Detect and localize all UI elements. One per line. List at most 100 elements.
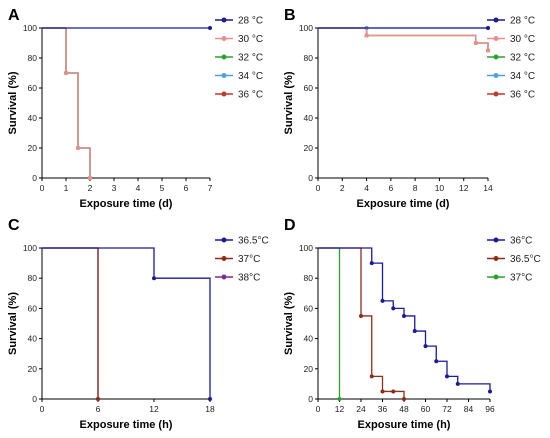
x-tick-label: 5 bbox=[160, 183, 165, 193]
legend-label: 34 °C bbox=[510, 71, 535, 82]
x-tick-label: 24 bbox=[356, 404, 366, 414]
data-point bbox=[208, 26, 212, 30]
x-tick-label: 10 bbox=[435, 183, 445, 193]
y-tick-label: 100 bbox=[23, 243, 37, 253]
x-tick-label: 7 bbox=[208, 183, 213, 193]
panel-letter: B bbox=[284, 7, 296, 24]
legend-marker bbox=[493, 17, 499, 23]
legend-marker bbox=[493, 73, 499, 78]
legend-label: 36.5°C bbox=[238, 236, 269, 247]
panel-letter: D bbox=[284, 217, 296, 234]
data-point bbox=[445, 374, 449, 379]
data-point bbox=[391, 306, 396, 311]
data-point bbox=[64, 71, 68, 75]
legend-marker bbox=[221, 274, 227, 280]
data-point bbox=[364, 33, 369, 38]
x-tick-label: 18 bbox=[205, 404, 215, 414]
x-tick-label: 0 bbox=[316, 404, 321, 414]
x-tick-label: 0 bbox=[316, 183, 321, 193]
legend-marker bbox=[221, 91, 227, 97]
legend-label: 37°C bbox=[238, 254, 260, 265]
x-tick-label: 6 bbox=[184, 183, 189, 193]
y-tick-label: 20 bbox=[28, 364, 38, 374]
y-tick-label: 100 bbox=[23, 23, 37, 33]
x-tick-label: 4 bbox=[136, 183, 141, 193]
data-point bbox=[359, 313, 363, 318]
legend-marker bbox=[493, 274, 499, 280]
y-tick-label: 40 bbox=[28, 334, 38, 344]
y-tick-label: 100 bbox=[299, 243, 313, 253]
data-point bbox=[423, 344, 428, 349]
y-tick-label: 60 bbox=[304, 303, 314, 313]
data-point bbox=[455, 381, 460, 386]
data-point bbox=[96, 397, 100, 401]
y-tick-label: 0 bbox=[308, 173, 313, 183]
legend-marker bbox=[221, 256, 227, 261]
data-point bbox=[369, 261, 374, 266]
x-axis-title: Exposure time (h) bbox=[80, 419, 173, 431]
x-axis-title: Exposure time (d) bbox=[357, 198, 450, 210]
y-tick-label: 0 bbox=[32, 173, 37, 183]
x-axis-title: Exposure time (d) bbox=[80, 198, 173, 210]
data-point bbox=[488, 389, 492, 394]
y-axis-title: Survival (%) bbox=[7, 71, 19, 134]
x-tick-label: 60 bbox=[421, 404, 431, 414]
y-tick-label: 60 bbox=[304, 83, 314, 93]
x-tick-label: 2 bbox=[88, 183, 93, 193]
x-tick-label: 4 bbox=[364, 183, 369, 193]
data-point bbox=[402, 397, 406, 401]
x-tick-label: 6 bbox=[388, 183, 393, 193]
y-tick-label: 0 bbox=[308, 394, 313, 404]
data-point bbox=[412, 329, 417, 334]
data-point bbox=[473, 41, 478, 45]
series-line bbox=[318, 247, 491, 392]
x-tick-label: 0 bbox=[40, 404, 45, 414]
series-line bbox=[318, 27, 489, 51]
y-tick-label: 80 bbox=[304, 53, 314, 63]
series-line bbox=[42, 247, 99, 399]
series-line bbox=[318, 247, 341, 399]
legend-marker bbox=[221, 36, 227, 41]
data-point bbox=[88, 176, 92, 180]
x-tick-label: 36 bbox=[378, 404, 388, 414]
x-tick-label: 12 bbox=[459, 183, 469, 193]
x-tick-label: 3 bbox=[112, 183, 117, 193]
y-tick-label: 20 bbox=[304, 143, 314, 153]
y-tick-label: 20 bbox=[28, 143, 38, 153]
legend-label: 36 °C bbox=[238, 90, 263, 101]
x-axis-title: Exposure time (h) bbox=[358, 419, 451, 431]
y-tick-label: 100 bbox=[299, 23, 313, 33]
x-tick-label: 6 bbox=[96, 404, 101, 414]
data-point bbox=[486, 26, 490, 30]
y-axis-title: Survival (%) bbox=[7, 292, 19, 355]
y-tick-label: 20 bbox=[304, 364, 314, 374]
series-line bbox=[42, 247, 211, 399]
y-tick-label: 40 bbox=[304, 113, 314, 123]
panel-letter: A bbox=[8, 7, 20, 24]
legend-marker bbox=[221, 17, 227, 23]
chart-panel-c: C 0 20 40 60 80 100 0 6 12 18 Exposure time (h) Surv… bbox=[7, 217, 269, 431]
series-line bbox=[42, 27, 91, 178]
y-tick-label: 60 bbox=[28, 83, 38, 93]
x-tick-label: 96 bbox=[485, 404, 495, 414]
x-tick-label: 48 bbox=[399, 404, 409, 414]
y-tick-label: 80 bbox=[28, 53, 38, 63]
legend-marker bbox=[221, 73, 227, 78]
data-point bbox=[337, 397, 342, 401]
x-tick-label: 14 bbox=[483, 183, 493, 193]
series-line bbox=[318, 27, 489, 51]
legend-marker bbox=[493, 256, 499, 261]
data-point bbox=[391, 389, 396, 394]
data-point bbox=[486, 48, 490, 53]
legend-label: 38°C bbox=[238, 273, 260, 284]
x-tick-label: 12 bbox=[335, 404, 345, 414]
x-tick-label: 8 bbox=[413, 183, 418, 193]
y-tick-label: 0 bbox=[32, 394, 37, 404]
series-line bbox=[42, 247, 99, 399]
legend-label: 36 °C bbox=[510, 90, 535, 101]
data-point bbox=[369, 374, 374, 379]
data-point bbox=[380, 298, 385, 303]
data-point bbox=[434, 359, 439, 364]
legend-marker bbox=[493, 237, 499, 243]
